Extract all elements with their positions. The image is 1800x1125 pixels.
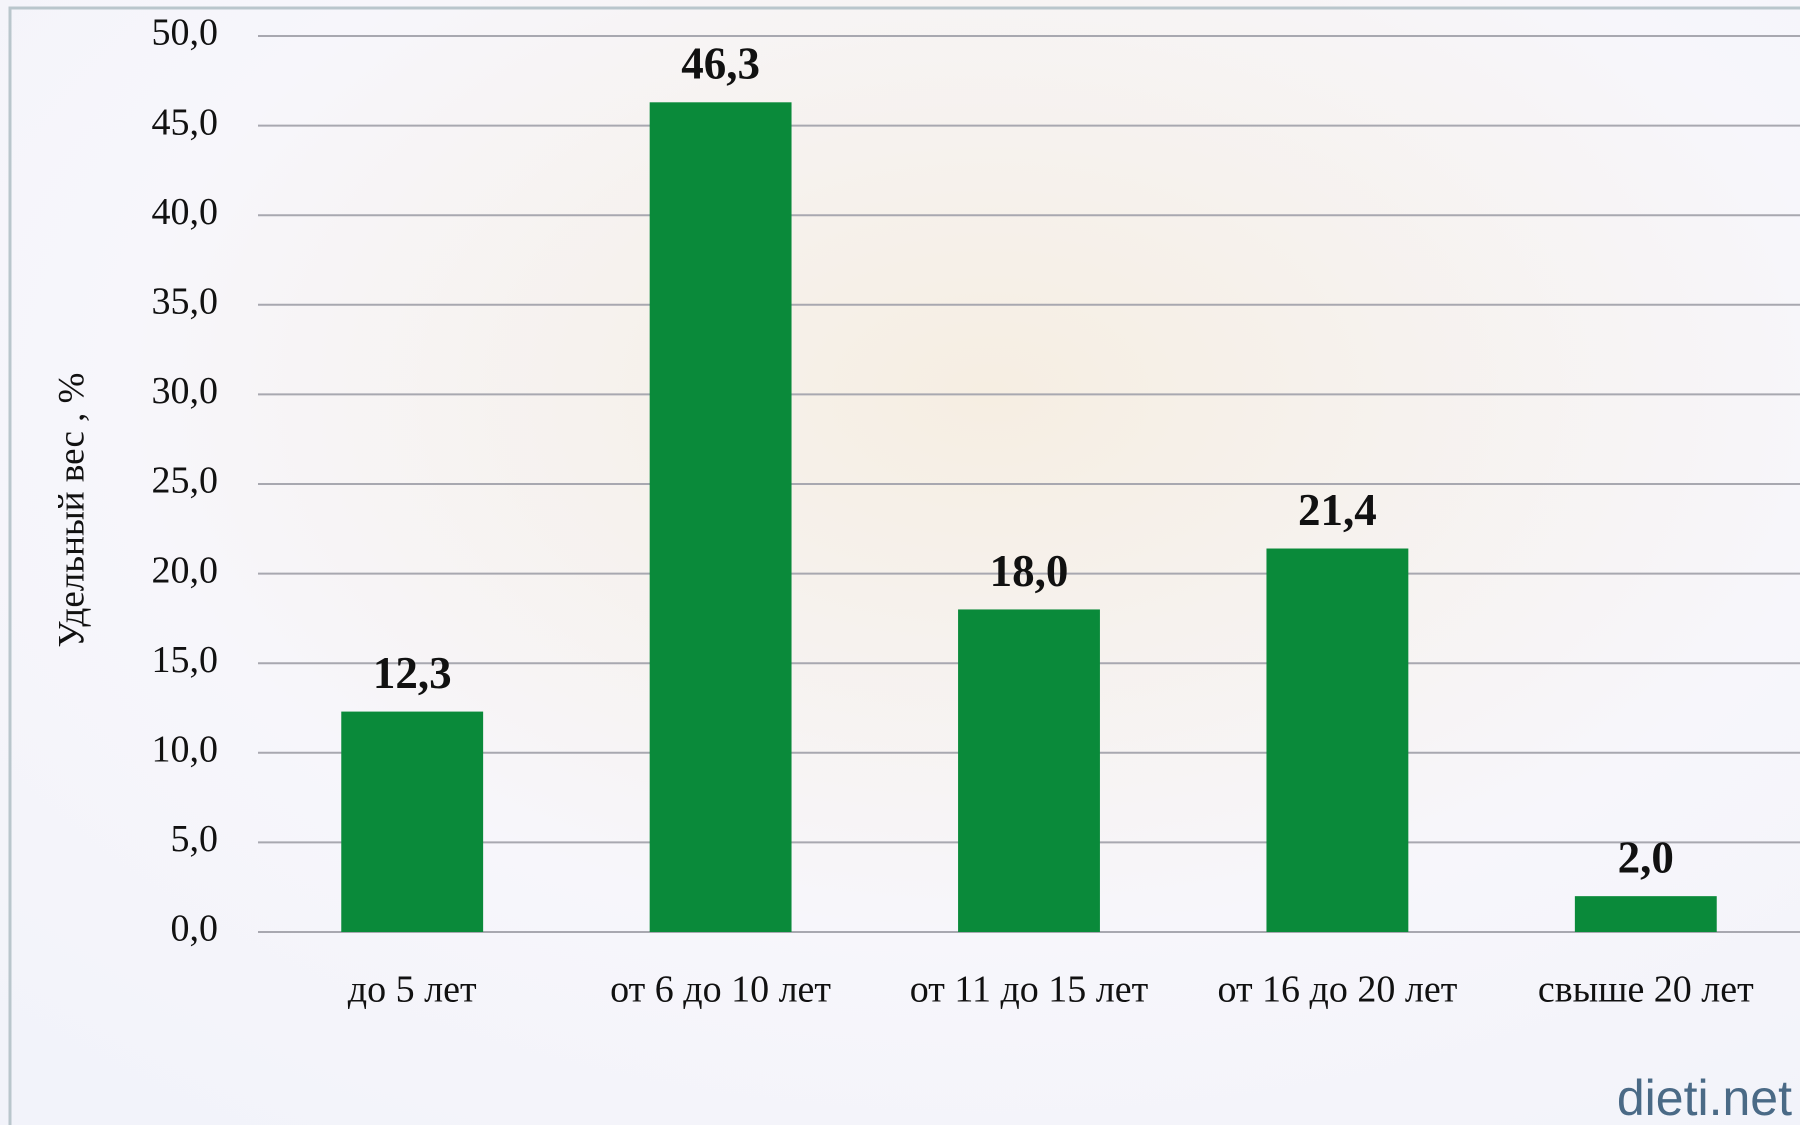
y-tick-label: 25,0 (152, 460, 219, 502)
bar (1574, 896, 1717, 932)
x-tick-label: от 11 до 15 лет (910, 969, 1149, 1011)
x-tick-label: до 5 лет (348, 969, 477, 1011)
bar (1266, 548, 1409, 932)
value-label: 2,0 (1618, 832, 1674, 882)
y-axis-label: Удельный вес , % (51, 373, 92, 648)
bar (958, 609, 1100, 932)
y-tick-label: 20,0 (152, 549, 219, 591)
y-tick-label: 45,0 (152, 101, 219, 143)
y-tick-label: 35,0 (152, 281, 219, 323)
y-tick-label: 30,0 (152, 370, 219, 412)
y-tick-label: 5,0 (171, 818, 219, 860)
frame (8, 6, 1800, 1125)
x-tick-label: от 6 до 10 лет (610, 969, 831, 1011)
value-label: 12,3 (373, 648, 452, 698)
x-tick-label: свыше 20 лет (1538, 969, 1754, 1011)
value-label: 21,4 (1298, 485, 1377, 535)
bar (341, 711, 484, 932)
y-tick-label: 15,0 (152, 639, 219, 681)
value-label: 46,3 (681, 39, 760, 89)
bar (649, 102, 792, 932)
y-tick-label: 10,0 (152, 729, 219, 771)
y-tick-label: 0,0 (171, 908, 219, 950)
watermark: dieti.net (1617, 1070, 1792, 1125)
y-tick-label: 50,0 (152, 12, 219, 54)
x-tick-label: от 16 до 20 лет (1217, 969, 1457, 1011)
value-label: 18,0 (990, 546, 1069, 596)
y-tick-label: 40,0 (152, 191, 219, 233)
